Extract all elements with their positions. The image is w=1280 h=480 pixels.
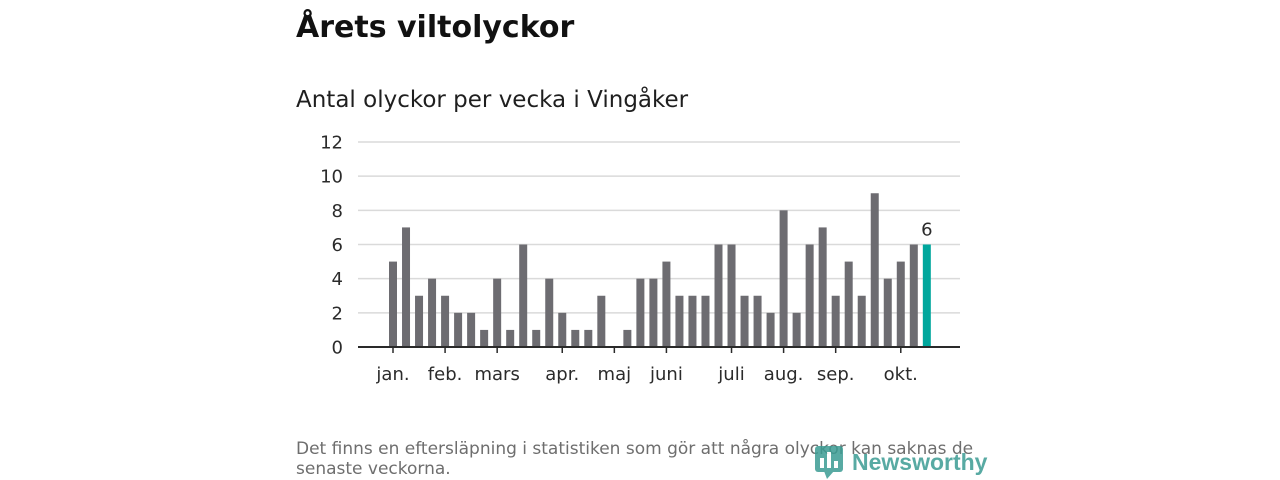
gridlines <box>358 141 960 314</box>
bar-8 <box>480 329 489 347</box>
x-axis-ticks <box>392 347 902 353</box>
bar-23 <box>675 295 684 347</box>
y-tick-label: 8 <box>332 201 343 222</box>
y-tick-label: 10 <box>320 167 343 188</box>
bar-38 <box>870 193 879 347</box>
x-tick-label: juni <box>649 364 683 385</box>
bar-2 <box>402 227 411 347</box>
logo-text: Newsworthy <box>852 449 988 475</box>
bars <box>389 193 931 347</box>
bar-1 <box>389 261 397 347</box>
bar-30 <box>766 312 775 347</box>
y-tick-label: 2 <box>332 303 343 324</box>
bar-41 <box>909 244 918 347</box>
bar-20 <box>636 278 645 347</box>
x-tick-label: okt. <box>884 364 918 385</box>
data-label: 6 <box>921 220 932 241</box>
x-tick-label: apr. <box>545 364 579 385</box>
y-tick-label: 6 <box>332 235 343 256</box>
bar-5 <box>441 295 450 347</box>
bar-3 <box>415 295 424 347</box>
footnote: Det finns en eftersläpning i statistiken… <box>296 439 996 479</box>
bar-26 <box>714 244 723 347</box>
bar-10 <box>506 329 515 347</box>
bar-12 <box>532 329 541 347</box>
bar-highlighted <box>922 244 931 347</box>
x-tick-label: maj <box>598 364 632 385</box>
x-axis-labels: jan. feb. mars apr. maj juni juli aug. sep. okt. <box>375 364 917 385</box>
x-tick-label: jan. <box>375 364 409 385</box>
bar-22 <box>662 261 671 347</box>
y-tick-label: 4 <box>332 269 343 290</box>
bar-27 <box>727 244 736 347</box>
bar-34 <box>818 227 827 347</box>
bar-28 <box>740 295 749 347</box>
chart-subtitle: Antal olyckor per vecka i Vingåker <box>296 87 689 113</box>
bar-36 <box>844 261 853 347</box>
bar-24 <box>688 295 697 347</box>
bar-35 <box>831 295 840 347</box>
bar-11 <box>519 244 528 347</box>
bar-7 <box>467 312 476 347</box>
y-tick-label: 12 <box>320 133 343 154</box>
newsworthy-logo-icon <box>815 446 843 479</box>
y-axis-labels: 0 2 4 6 8 10 12 <box>320 133 343 359</box>
bar-31 <box>779 210 788 347</box>
bar-21 <box>649 278 658 347</box>
footnote-line: senaste veckorna. <box>296 459 451 479</box>
x-tick-label: mars <box>474 364 519 385</box>
bar-chart: 0 2 4 6 8 10 12 jan. feb. mars apr. maj juni juli aug… <box>320 133 960 385</box>
headline: Årets viltolyckor <box>296 10 575 45</box>
bar-29 <box>753 295 762 347</box>
x-tick-label: aug. <box>764 364 804 385</box>
bar-13 <box>545 278 554 347</box>
bar-33 <box>805 244 814 347</box>
bar-6 <box>454 312 463 347</box>
bar-15 <box>571 329 580 347</box>
bar-37 <box>857 295 866 347</box>
x-tick-label: sep. <box>817 364 855 385</box>
bar-19 <box>623 329 632 347</box>
bar-32 <box>792 312 801 347</box>
y-tick-label: 0 <box>332 338 343 359</box>
newsworthy-logo: Newsworthy <box>815 444 987 479</box>
bar-17 <box>597 295 606 347</box>
bar-16 <box>584 329 593 347</box>
bar-25 <box>701 295 710 347</box>
x-tick-label: juli <box>717 364 744 385</box>
bar-9 <box>493 278 502 347</box>
footnote-line: Det finns en eftersläpning i statistiken… <box>296 439 974 459</box>
x-tick-label: feb. <box>428 364 463 385</box>
bar-4 <box>428 278 437 347</box>
bar-14 <box>558 312 567 347</box>
bar-40 <box>896 261 905 347</box>
bar-39 <box>883 278 892 347</box>
